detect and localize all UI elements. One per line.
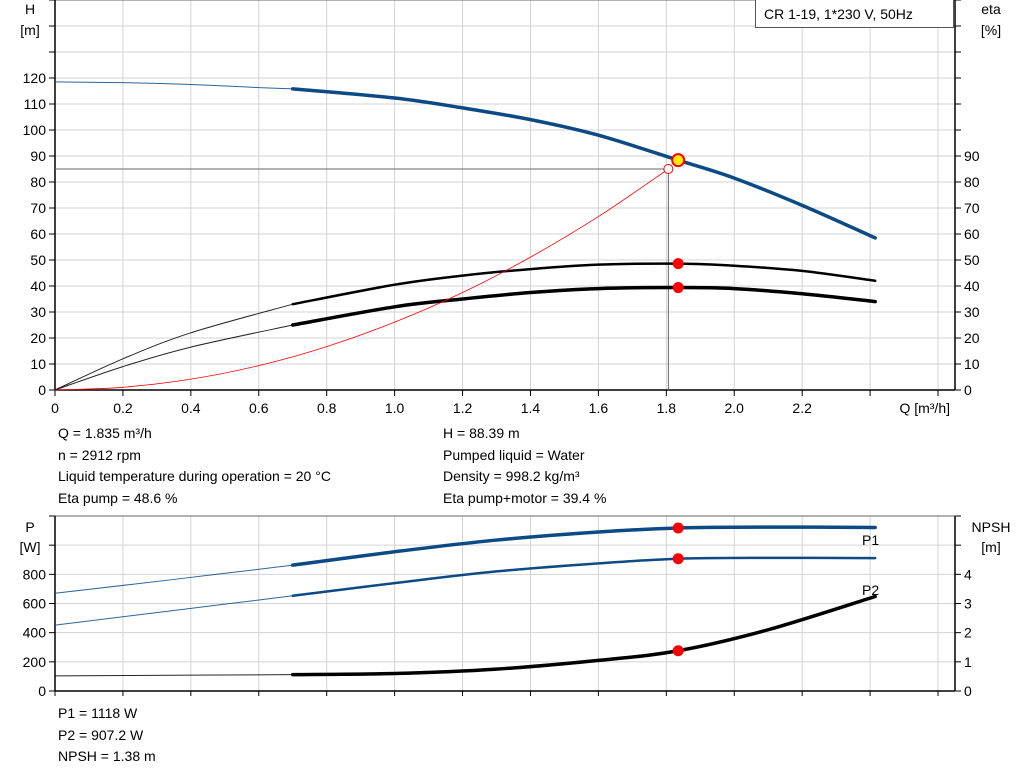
y-tick-label-right: 70 [964, 200, 980, 216]
operating-point-marker [671, 153, 686, 168]
y-tick-label-left: 600 [23, 596, 47, 612]
y-axis-label-right: NPSH [972, 519, 1011, 535]
result-flow: Q = 1.835 m³/h [58, 425, 152, 441]
power-npsh-chart: 0 200 400 600 800 0 1 2 3 4 P [W] NPSH [m] P1 P2 [20, 515, 1011, 699]
y-tick-label-left: 80 [30, 174, 46, 190]
npsh-curve [290, 594, 877, 677]
p1-curve-extended [54, 564, 293, 594]
result-liquid-temperature: Liquid temperature during operation = 20… [58, 468, 331, 484]
result-eta-pump: Eta pump = 48.6 % [58, 489, 178, 506]
y-axis-unit-right: [m] [981, 539, 1000, 555]
result-eta-pump-motor: Eta pump+motor = 39.4 % [443, 489, 607, 506]
x-axis-label: Q [m³/h] [899, 400, 950, 416]
result-speed: n = 2912 rpm [58, 446, 141, 463]
y-tick-label-left: 10 [30, 356, 46, 372]
duty-point-p1 [672, 522, 684, 534]
eta-pump-motor-curve [290, 285, 877, 327]
y-tick-label-left: 110 [24, 96, 47, 112]
y-tick-label-left: 120 [23, 70, 47, 86]
y-tick-label-right: 10 [964, 356, 980, 372]
results-right: H = 88.39 m Pumped liquid = Water Densit… [443, 423, 606, 509]
x-tick-label: 1.6 [589, 400, 609, 416]
y-tick-label-left: 100 [23, 122, 47, 138]
eta-pump-curve-extended [54, 303, 293, 391]
x-tick-label: 0.8 [317, 400, 337, 416]
x-tick-label: 1.8 [657, 400, 677, 416]
result-head: H = 88.39 m [443, 425, 520, 441]
y-axis-unit-left: [m] [20, 22, 39, 38]
x-tick-label: 1.0 [385, 400, 405, 416]
result-npsh: NPSH = 1.38 m [58, 748, 156, 764]
y-tick-label-right: 90 [964, 148, 980, 164]
y-tick-label-left: 0 [38, 683, 46, 699]
y-tick-label-right: 20 [964, 330, 980, 346]
duty-point-eta-pump [672, 258, 684, 270]
y-tick-label-right: 0 [964, 382, 972, 398]
x-tick-label: 2.0 [725, 400, 745, 416]
y-axis-label-left: H [25, 1, 35, 17]
y-tick-label-right: 50 [964, 252, 980, 268]
y-tick-label-left: 40 [30, 278, 46, 294]
y-tick-label-right: 60 [964, 226, 980, 242]
p2-curve [291, 556, 877, 598]
x-tick-label: 0 [51, 400, 59, 416]
y-tick-label-right: 30 [964, 304, 980, 320]
y-axis-unit-right: [%] [981, 22, 1001, 38]
H-curve-extended [54, 81, 293, 90]
p2-curve-label: P2 [862, 582, 879, 598]
y-tick-label-left: 20 [30, 330, 46, 346]
x-tick-label: 2.2 [792, 400, 812, 416]
p1-curve-label: P1 [862, 532, 879, 548]
p1-curve [290, 525, 877, 567]
p2-curve-extended [54, 595, 293, 626]
results-left: Q = 1.835 m³/h n = 2912 rpm Liquid tempe… [58, 423, 331, 509]
x-tick-label: 0.4 [181, 400, 201, 416]
result-p1: P1 = 1118 W [58, 705, 138, 721]
system-curve-curve [54, 168, 669, 391]
result-p2: P2 = 907.2 W [58, 726, 144, 743]
duty-point-eta-pump-motor [672, 282, 684, 294]
x-tick-label: 1.4 [521, 400, 541, 416]
pump-model-label: CR 1-19, 1*230 V, 50Hz [755, 0, 954, 28]
npsh-curve-extended [54, 674, 293, 677]
y-tick-label-right: 3 [964, 596, 972, 612]
y-tick-label-right: 0 [964, 683, 972, 699]
result-pumped-liquid: Pumped liquid = Water [443, 446, 585, 463]
y-tick-label-left: 400 [23, 625, 47, 641]
system-curve-end-marker [663, 164, 674, 174]
y-tick-label-right: 2 [964, 625, 972, 641]
y-tick-label-left: 200 [23, 654, 47, 670]
y-tick-label-right: 80 [964, 174, 980, 190]
eta-pump-curve [291, 262, 877, 306]
y-tick-label-right: 4 [964, 566, 972, 582]
eta-pump-motor-curve-extended [54, 324, 293, 391]
x-tick-label: 1.2 [453, 400, 473, 416]
result-density: Density = 998.2 kg/m³ [443, 468, 580, 484]
y-axis-label-left: P [25, 519, 34, 535]
y-tick-label-left: 70 [30, 200, 46, 216]
duty-point-p2 [672, 553, 684, 565]
y-tick-label-right: 1 [964, 654, 972, 670]
head-efficiency-chart: 0 10 20 30 40 50 60 70 80 90 100 110 120 0 10 20 30 40 50 6… [20, 0, 1001, 416]
duty-point-npsh [672, 645, 684, 657]
y-tick-label-left: 60 [30, 226, 46, 242]
y-tick-label-left: 30 [30, 304, 46, 320]
plot-frame [54, 0, 956, 391]
y-tick-label-left: 50 [30, 252, 46, 268]
y-tick-label-left: 800 [23, 566, 47, 582]
H-curve [290, 87, 877, 240]
y-tick-label-left: 90 [30, 148, 46, 164]
y-axis-label-right: eta [981, 1, 1001, 17]
y-axis-unit-left: [W] [20, 539, 41, 555]
y-tick-label-right: 40 [964, 278, 980, 294]
x-tick-label: 0.6 [249, 400, 269, 416]
x-tick-label: 0.2 [113, 400, 133, 416]
power-results: P1 = 1118 W P2 = 907.2 W NPSH = 1.38 m [58, 703, 156, 768]
y-tick-label-left: 0 [38, 382, 46, 398]
